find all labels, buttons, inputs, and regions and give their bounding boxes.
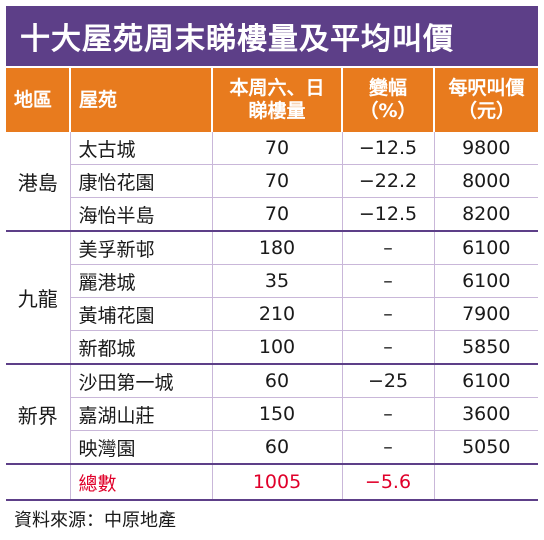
region-cell: 港島 bbox=[6, 132, 71, 232]
viewings-cell: 100 bbox=[212, 330, 343, 365]
change-cell: −25 bbox=[342, 364, 435, 398]
estate-cell: 美孚新邨 bbox=[70, 231, 213, 265]
estate-cell: 嘉湖山莊 bbox=[70, 397, 213, 431]
table-row: 麗港城 35–6100 bbox=[6, 264, 538, 298]
viewings-cell: 180 bbox=[212, 231, 343, 265]
price-cell: 5050 bbox=[434, 430, 538, 465]
estate-cell: 沙田第一城 bbox=[70, 364, 213, 398]
change-cell: – bbox=[342, 430, 435, 465]
change-cell: – bbox=[342, 330, 435, 365]
total-region-cell bbox=[6, 464, 71, 501]
total-price bbox=[434, 464, 538, 501]
table-row: 新都城 100–5850 bbox=[6, 330, 538, 365]
table-row: 九龍 美孚新邨 180–6100 bbox=[6, 231, 538, 365]
header-estate: 屋苑 bbox=[70, 68, 213, 132]
table-body: 港島 太古城 70 −12.5 9800 康怡花園 70 −22.2 8000 海怡半島 70 −12… bbox=[6, 132, 538, 501]
total-viewings: 1005 bbox=[212, 464, 343, 501]
viewings-cell: 150 bbox=[212, 397, 343, 431]
price-cell: 6100 bbox=[434, 364, 538, 398]
price-cell: 9800 bbox=[434, 132, 538, 165]
table-row: 映灣園 60–5050 bbox=[6, 430, 538, 465]
price-cell: 3600 bbox=[434, 397, 538, 431]
price-cell: 6100 bbox=[434, 264, 538, 298]
change-cell: −12.5 bbox=[342, 132, 435, 165]
region-cell: 九龍 bbox=[6, 231, 71, 365]
table-row: 海怡半島 70 −12.5 8200 bbox=[6, 197, 538, 232]
header-price: 每呎叫價 （元） bbox=[434, 68, 538, 132]
estate-cell: 太古城 bbox=[70, 132, 213, 165]
table-row: 嘉湖山莊 150–3600 bbox=[6, 397, 538, 431]
change-cell: – bbox=[342, 231, 435, 265]
price-cell: 5850 bbox=[434, 330, 538, 365]
price-cell: 7900 bbox=[434, 297, 538, 331]
estate-cell: 海怡半島 bbox=[70, 197, 213, 232]
total-row: 總數 1005 −5.6 bbox=[6, 464, 538, 501]
data-table: 地區 屋苑 本周六、日 睇樓量 變幅 （%） 每呎叫價 （元） 港島 太古城 70 −12.… bbox=[6, 68, 538, 501]
viewings-cell: 210 bbox=[212, 297, 343, 331]
header-region: 地區 bbox=[6, 68, 71, 132]
viewings-cell: 70 bbox=[212, 197, 343, 232]
viewings-cell: 70 bbox=[212, 132, 343, 165]
price-cell: 8200 bbox=[434, 197, 538, 232]
table-row: 新界 沙田第一城 60 −25 6100 bbox=[6, 364, 538, 465]
change-cell: – bbox=[342, 264, 435, 298]
estate-cell: 映灣園 bbox=[70, 430, 213, 465]
price-cell: 8000 bbox=[434, 164, 538, 198]
total-change: −5.6 bbox=[342, 464, 435, 501]
total-label: 總數 bbox=[70, 464, 213, 501]
price-cell: 6100 bbox=[434, 231, 538, 265]
viewings-cell: 70 bbox=[212, 164, 343, 198]
chart-title: 十大屋苑周末睇樓量及平均叫價 bbox=[6, 6, 538, 66]
viewings-cell: 60 bbox=[212, 364, 343, 398]
table-row: 港島 太古城 70 −12.5 9800 bbox=[6, 132, 538, 232]
viewings-cell: 60 bbox=[212, 430, 343, 465]
table-row: 康怡花園 70 −22.2 8000 bbox=[6, 164, 538, 198]
header-row: 地區 屋苑 本周六、日 睇樓量 變幅 （%） 每呎叫價 （元） bbox=[6, 68, 538, 132]
estate-cell: 新都城 bbox=[70, 330, 213, 365]
header-change: 變幅 （%） bbox=[342, 68, 435, 132]
header-viewings: 本周六、日 睇樓量 bbox=[212, 68, 343, 132]
change-cell: −12.5 bbox=[342, 197, 435, 232]
change-cell: −22.2 bbox=[342, 164, 435, 198]
viewings-cell: 35 bbox=[212, 264, 343, 298]
change-cell: – bbox=[342, 297, 435, 331]
change-cell: – bbox=[342, 397, 435, 431]
estate-cell: 黃埔花園 bbox=[70, 297, 213, 331]
region-cell: 新界 bbox=[6, 364, 71, 465]
estate-cell: 麗港城 bbox=[70, 264, 213, 298]
source-note: 資料來源：中原地產 bbox=[14, 510, 176, 531]
table-row: 黃埔花園 210–7900 bbox=[6, 297, 538, 331]
estate-cell: 康怡花園 bbox=[70, 164, 213, 198]
